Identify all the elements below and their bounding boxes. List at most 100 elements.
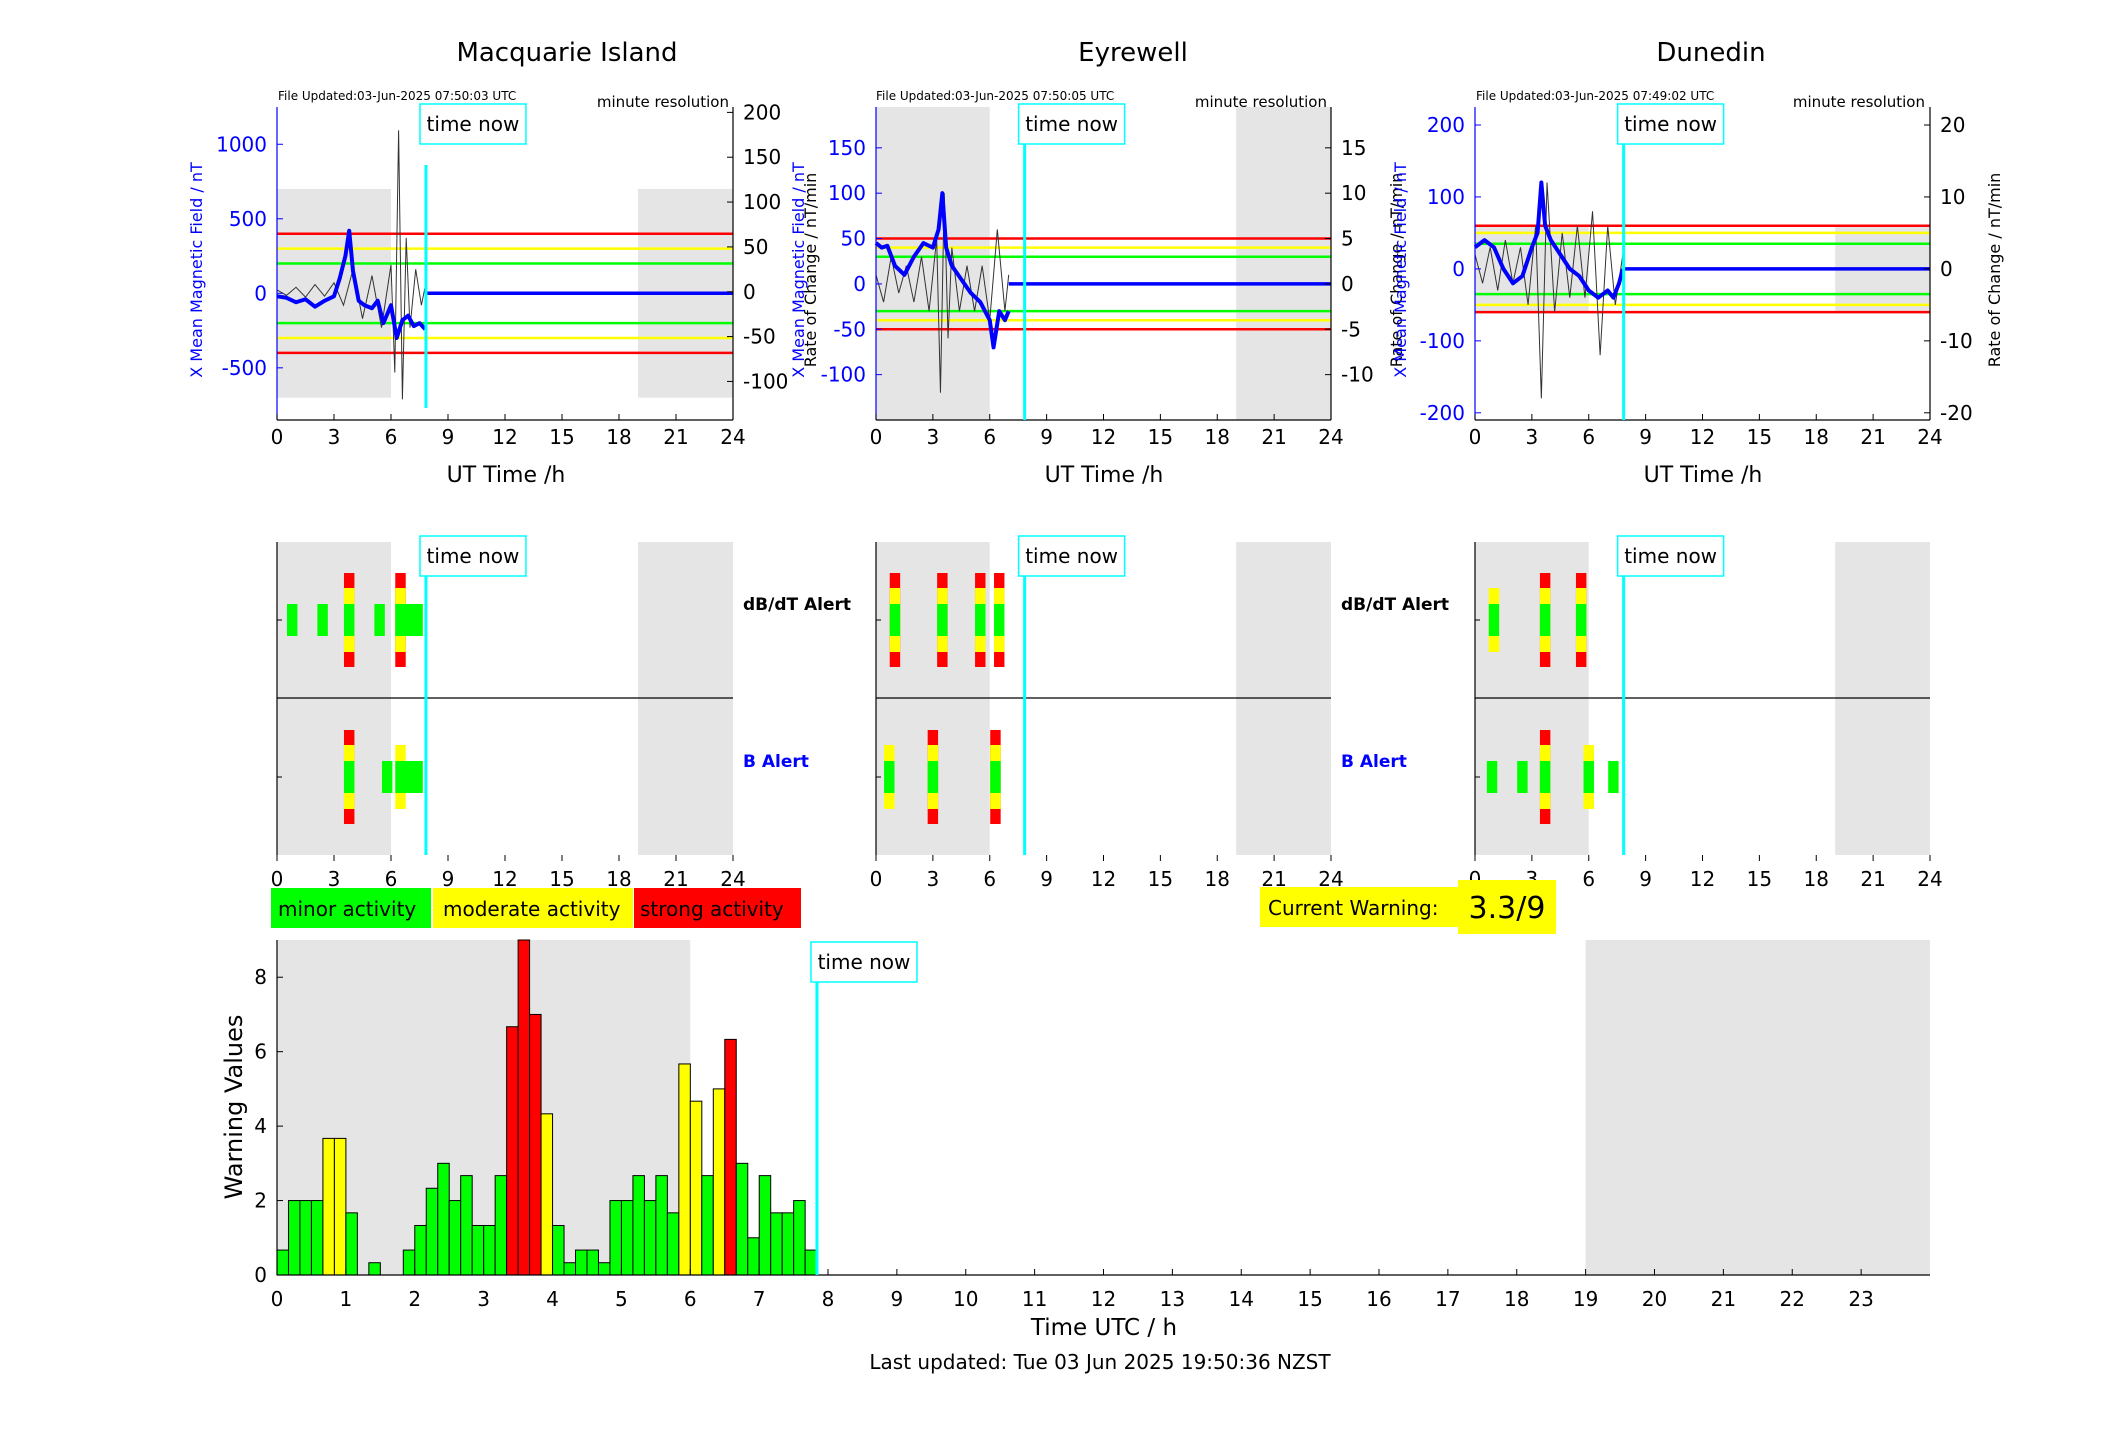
right-tick-label: 15: [1341, 136, 1366, 160]
x-tick-label: 3: [328, 867, 341, 891]
warning-bar: [310, 1200, 324, 1276]
left-axis-label: X Mean Magnetic Field / nT: [187, 162, 206, 378]
alert-axes: 0 3 6 9 12 15 18 21 24 time now: [271, 535, 746, 891]
x-tick-label: 4: [546, 1287, 559, 1311]
x-tick-label: 15: [549, 425, 574, 449]
dbdt-alert-label: dB/dT Alert: [743, 595, 851, 615]
left-tick-label: 0: [1452, 257, 1465, 281]
alert-mark: [1583, 761, 1594, 793]
warning-bar: [666, 1212, 680, 1276]
x-tick-label: 6: [385, 425, 398, 449]
current-warning-label-box: [1260, 887, 1460, 927]
legend-minor-swatch: [271, 888, 431, 928]
alert-mark: [1575, 604, 1587, 636]
warning-bar: [425, 1187, 439, 1276]
x-tick-label: 3: [328, 425, 341, 449]
y-tick-label: 6: [254, 1040, 267, 1064]
x-tick-label: 24: [720, 867, 745, 891]
x-tick-label: 6: [983, 425, 996, 449]
alert-mark: [1608, 761, 1619, 793]
right-tick-label: 0: [1341, 272, 1354, 296]
right-tick-label: 0: [1940, 257, 1953, 281]
legend-minor-label: minor activity: [278, 897, 416, 921]
x-tick-label: 18: [606, 425, 631, 449]
x-tick-label: 6: [1582, 425, 1595, 449]
alert-mark: [994, 604, 1005, 636]
bottom-x-axis-label: Time UTC / h: [1030, 1315, 1177, 1341]
time-now-box: [1017, 535, 1126, 577]
alert-mark: [1488, 604, 1500, 636]
warning-bar: [494, 1175, 508, 1276]
left-axis-label: X Mean Magnetic Field / nT: [1391, 162, 1410, 378]
x-tick-label: 12: [1091, 867, 1116, 891]
left-tick-label: -100: [1420, 329, 1465, 353]
x-tick-label: 7: [753, 1287, 766, 1311]
x-tick-label: 2: [408, 1287, 421, 1311]
warning-bar: [540, 1113, 554, 1276]
x-axis-label: UT Time /h: [1644, 463, 1763, 488]
left-axis-label: X Mean Magnetic Field / nT: [789, 162, 808, 378]
time-now-label: time now: [1624, 112, 1717, 136]
x-tick-label: 21: [663, 867, 688, 891]
b-alert-label: B Alert: [1341, 752, 1407, 772]
legend-moderate-swatch: [433, 888, 633, 928]
x-tick-label: 6: [983, 867, 996, 891]
x-tick-label: 6: [1582, 867, 1595, 891]
last-updated-text: Last updated: Tue 03 Jun 2025 19:50:36 N…: [869, 1350, 1331, 1374]
x-tick-label: 15: [1148, 425, 1173, 449]
x-tick-label: 18: [1804, 867, 1829, 891]
time-now-label: time now: [1624, 544, 1717, 568]
rate-of-change-line: [276, 130, 426, 400]
time-now-box: [1616, 103, 1725, 145]
alert-mark: [975, 604, 986, 636]
warning-bar: [770, 1212, 783, 1276]
alert-mark: [927, 761, 939, 793]
left-tick-label: 150: [828, 136, 866, 160]
x-tick-label: 3: [927, 867, 940, 891]
x-tick-label: 21: [663, 425, 688, 449]
x-tick-label: 23: [1848, 1287, 1873, 1311]
x-tick-label: 16: [1366, 1287, 1391, 1311]
warning-bar: [471, 1224, 485, 1276]
x-tick-label: 12: [1690, 867, 1715, 891]
x-tick-label: 9: [1639, 425, 1652, 449]
right-tick-label: 20: [1940, 113, 1965, 137]
time-now-label: time now: [818, 950, 911, 974]
station-title: Eyrewell: [1078, 38, 1188, 68]
time-now-box: [419, 535, 527, 577]
station-panel-dunedin: Dunedin File Updated:03-Jun-2025 07:49:0…: [1391, 38, 2004, 891]
left-tick-label: 0: [254, 281, 267, 305]
station-title: Dunedin: [1656, 38, 1765, 68]
warning-bar: [804, 1249, 818, 1276]
time-now-box: [810, 941, 918, 983]
x-tick-label: 19: [1573, 1287, 1598, 1311]
alert-mark: [374, 604, 385, 636]
x-tick-label: 18: [1205, 425, 1230, 449]
station-panel-macquarie-island: Macquarie Island File Updated:03-Jun-202…: [187, 38, 851, 891]
file-updated-label: File Updated:03-Jun-2025 07:50:03 UTC: [278, 89, 516, 103]
warning-bar: [712, 1088, 726, 1276]
warning-bar: [735, 1162, 749, 1276]
x-tick-label: 9: [1040, 425, 1053, 449]
x-tick-label: 20: [1642, 1287, 1667, 1311]
warning-bar: [299, 1200, 312, 1276]
x-tick-label: 0: [870, 867, 883, 891]
warning-bar: [345, 1212, 358, 1276]
x-tick-label: 6: [385, 867, 398, 891]
resolution-label: minute resolution: [1195, 93, 1327, 111]
x-tick-label: 14: [1229, 1287, 1254, 1311]
left-tick-label: 0: [853, 272, 866, 296]
alert-mark: [884, 761, 895, 793]
right-tick-label: -10: [1341, 363, 1374, 387]
alert-mark: [412, 604, 423, 636]
x-tick-label: 5: [615, 1287, 628, 1311]
left-tick-label: -200: [1420, 401, 1465, 425]
resolution-label: minute resolution: [1793, 93, 1925, 111]
x-tick-label: 0: [271, 1287, 284, 1311]
time-now-box: [1017, 103, 1126, 145]
warning-bar: [368, 1262, 381, 1276]
x-tick-label: 18: [1504, 1287, 1529, 1311]
x-axis-label: UT Time /h: [447, 463, 566, 488]
